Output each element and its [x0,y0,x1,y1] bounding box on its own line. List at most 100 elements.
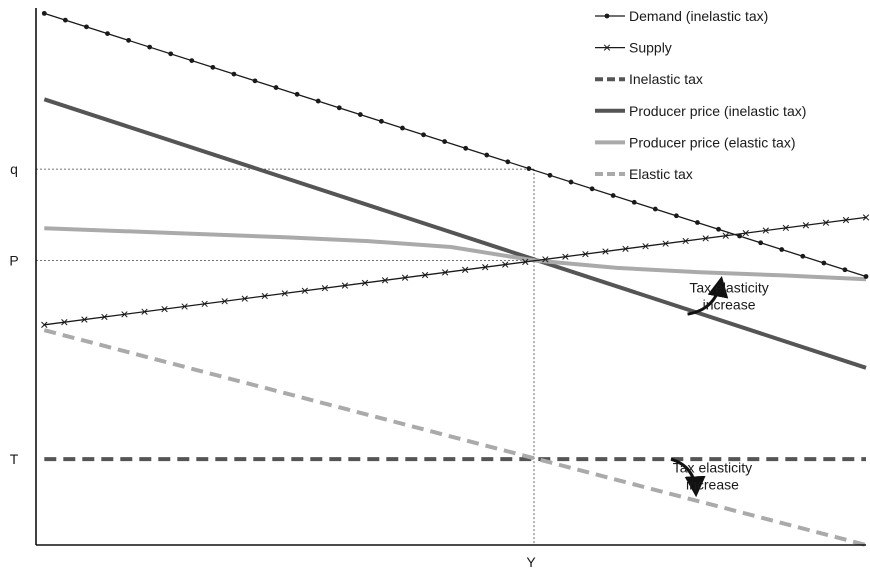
series-marker-x [722,232,729,239]
series-marker-x [802,222,810,229]
series-marker-x [862,214,870,221]
annotation-arrow [670,457,706,498]
legend-label: Producer price (elastic tax) [629,134,796,150]
series-marker-x [662,240,669,247]
series-marker-x [161,305,168,313]
series-line-0 [44,12,867,278]
series-marker-dot [505,159,511,165]
series-marker-x [101,313,108,321]
series-marker-dot [758,240,764,246]
annotation-1: Tax elasticity increase [670,457,752,498]
legend-item: Inelastic tax [595,71,703,87]
series-marker-dot [484,152,490,158]
series-marker-dot [41,10,47,16]
series-marker-x [462,266,469,273]
series-marker-x [622,245,629,253]
series-marker-x [642,243,649,250]
series-marker-dot [168,51,174,57]
series-marker-x [341,282,349,289]
series-marker-dot [631,199,637,205]
annotation-text: Tax elasticity increase [689,280,768,313]
series-marker-x [181,303,188,310]
series-marker-dot [526,166,532,171]
series-marker-x [261,292,268,300]
series-marker-x [762,227,769,234]
series-marker-x [321,285,329,292]
series-marker-dot [779,247,785,252]
legend-item: Elastic tax [595,166,693,182]
series-marker-x [381,277,389,284]
series-marker-dot [737,233,742,239]
annotation-line: increase [703,297,756,313]
series-line-1 [44,216,867,326]
series-marker-dot [294,91,300,97]
series-marker-x [281,290,288,297]
series-marker-x [842,216,850,224]
legend-item: Producer price (elastic tax) [595,134,796,150]
series-marker-x [602,248,609,255]
series-marker-dot [673,213,679,219]
series-marker-dot [400,125,405,131]
series-marker-dot [231,71,237,77]
legend-label: Inelastic tax [629,71,703,87]
series-marker-dot [336,105,342,111]
series-marker-x [141,308,148,315]
series-marker-dot [863,274,869,279]
series-marker-dot [126,37,131,43]
series-marker-x [522,258,529,266]
series-marker-x [782,224,789,232]
series-marker-dot [62,17,68,23]
series-marker-dot [589,186,595,192]
series-line-5 [43,328,867,547]
series-marker-dot [610,193,616,198]
series-marker-x [221,298,228,305]
legend: Demand (inelastic tax) Supply Inelastic ta… [595,8,806,182]
series-marker-x [121,311,128,318]
legend-item: Producer price (inelastic tax) [595,103,806,119]
series-marker-dot [695,220,700,225]
series-line-3 [43,97,867,370]
series-marker-dot [800,253,806,259]
legend-marker-dot [604,13,610,19]
legend-label: Demand (inelastic tax) [629,8,768,24]
series-3 [43,97,867,370]
series-marker-dot [210,64,216,70]
series-marker-dot [421,132,426,138]
series-marker-x [582,250,589,258]
annotation-line: Tax elasticity [689,280,768,296]
series-marker-x [682,237,689,245]
series-marker-x [41,321,48,328]
series-marker-dot [652,206,658,212]
series-marker-dot [147,44,153,50]
series-marker-dot [315,98,321,104]
series-4 [44,226,867,282]
series-marker-x [702,235,709,242]
series-0 [41,10,869,279]
annotation-arrow [687,275,729,316]
legend-marker-x [603,44,611,51]
series-marker-x [542,256,549,263]
series-marker-x [361,279,369,287]
series-marker-dot [568,179,574,185]
series-marker-dot [252,78,258,84]
series-marker-x [421,271,429,279]
series-marker-x [241,295,248,302]
series-marker-dot [442,139,448,144]
x-tick-label: Y [526,554,536,570]
series-marker-x [301,287,308,294]
series-marker-x [562,253,569,260]
annotation-line: Tax elasticity [673,460,752,476]
series-marker-dot [463,145,469,151]
series-marker-x [201,300,208,308]
series-marker-dot [84,24,89,30]
legend-label: Supply [629,40,672,56]
series-marker-x [401,274,409,281]
series-marker-x [482,264,489,271]
series-1 [41,214,870,328]
series-5 [43,328,867,547]
y-tick-label: q [10,161,18,177]
legend-label: Elastic tax [629,166,693,182]
legend-item: Supply [595,40,672,56]
annotation-line: increase [686,477,739,493]
